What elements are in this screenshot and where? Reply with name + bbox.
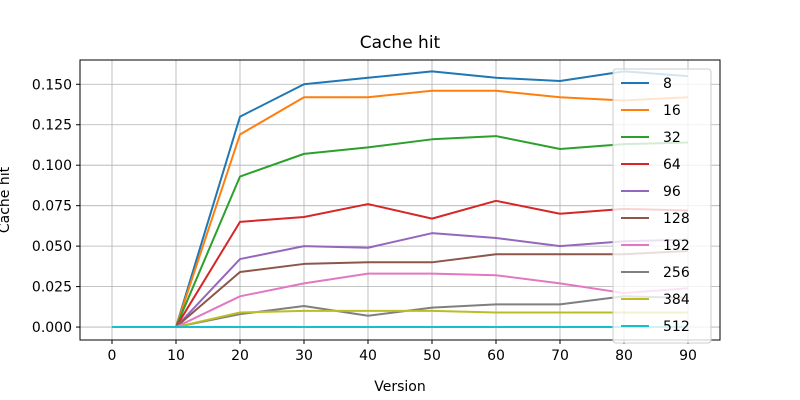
series-line-64 [112,199,689,329]
legend-label: 384 [663,292,690,308]
series-group [112,70,689,329]
series-line-8 [112,70,689,329]
x-tick-label: 0 [108,348,117,364]
legend-label: 128 [663,211,690,227]
y-tick-label: 0.125 [32,118,72,134]
chart-title: Cache hit [360,33,441,53]
legend-label: 96 [663,184,681,200]
legend-label: 256 [663,265,690,281]
x-tick-label: 70 [551,348,569,364]
series-line-16 [112,89,689,329]
x-tick-label: 50 [423,348,441,364]
x-tick-label: 80 [615,348,633,364]
y-tick-label: 0.050 [32,239,72,255]
x-tick-label: 30 [295,348,313,364]
y-axis: 0.000 0.025 0.050 0.075 0.100 0.125 0.150 [32,77,80,336]
x-axis: 0 10 20 30 40 50 60 70 80 90 [108,340,697,364]
legend-label: 8 [663,76,672,92]
plot-frame [79,59,721,341]
series-line-96 [112,232,689,329]
y-axis-title: Cache hit [0,166,13,233]
legend-label: 32 [663,130,681,146]
x-tick-label: 20 [231,348,249,364]
y-tick-label: 0.025 [32,280,72,296]
x-tick-label: 90 [679,348,697,364]
legend-label: 16 [663,103,681,119]
y-tick-label: 0.000 [32,320,72,336]
series-line-128 [112,249,689,329]
legend-label: 512 [663,319,690,335]
legend-label: 192 [663,238,690,254]
series-line-384 [112,309,688,329]
y-tick-label: 0.150 [32,77,72,93]
series-line-32 [112,135,689,329]
y-tick-label: 0.100 [32,158,72,174]
y-tick-label: 0.075 [32,199,72,215]
x-tick-label: 60 [487,348,505,364]
legend: 8 16 32 64 96 128 192 256 384 512 [612,68,712,344]
x-axis-title: Version [374,379,425,395]
x-tick-label: 10 [167,348,185,364]
x-tick-label: 40 [359,348,377,364]
legend-label: 64 [663,157,681,173]
series-line-192 [112,272,689,329]
